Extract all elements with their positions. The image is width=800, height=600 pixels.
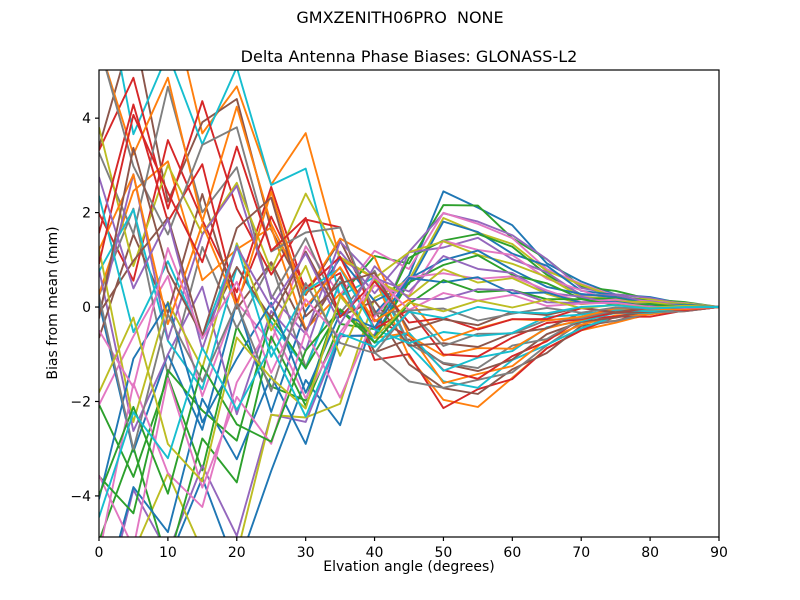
x-axis-label: Elvation angle (degrees) xyxy=(323,559,494,575)
x-tick-label: 70 xyxy=(572,545,590,561)
x-tick-label: 60 xyxy=(503,545,521,561)
y-axis-ticks: −4 −2 0 2 4 xyxy=(70,111,99,505)
x-tick-label: 50 xyxy=(435,545,453,561)
series-line xyxy=(99,193,719,373)
series-line xyxy=(186,70,719,408)
x-axis-ticks: 0 10 20 30 40 50 60 70 80 90 xyxy=(95,537,728,561)
x-tick-label: 10 xyxy=(159,545,177,561)
axes-frame xyxy=(98,69,720,538)
series-line xyxy=(99,304,719,518)
figure-title: GMXZENITH06PRO NONE xyxy=(296,8,504,27)
series-lines xyxy=(99,70,719,537)
x-tick-label: 20 xyxy=(228,545,246,561)
series-line xyxy=(99,282,719,451)
y-tick-label: 4 xyxy=(82,111,91,127)
x-tick-label: 90 xyxy=(710,545,728,561)
x-tick-label: 40 xyxy=(366,545,384,561)
x-tick-label: 80 xyxy=(641,545,659,561)
axes-title: Delta Antenna Phase Biases: GLONASS-L2 xyxy=(240,47,578,66)
y-tick-label: 2 xyxy=(82,206,91,222)
series-line xyxy=(99,207,719,389)
series-line xyxy=(99,173,719,341)
series-line xyxy=(99,204,719,478)
y-tick-label: −4 xyxy=(70,489,91,505)
x-tick-label: 0 xyxy=(95,545,104,561)
y-axis-label: Bias from mean (mm) xyxy=(45,226,61,379)
x-tick-label: 30 xyxy=(297,545,315,561)
y-tick-label: 0 xyxy=(82,300,91,316)
y-tick-label: −2 xyxy=(70,394,91,410)
